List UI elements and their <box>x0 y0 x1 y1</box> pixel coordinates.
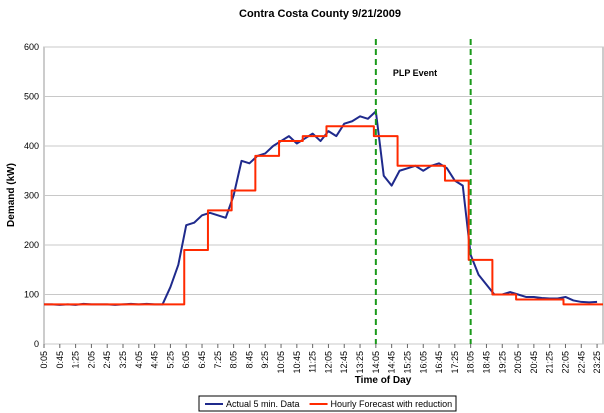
x-tick-label: 16:45 <box>434 351 444 374</box>
x-tick-label: 23:25 <box>592 351 602 374</box>
x-tick-label: 17:25 <box>450 351 460 374</box>
x-tick-label: 14:45 <box>387 351 397 374</box>
y-tick-label: 500 <box>24 92 39 102</box>
x-tick-label: 16:05 <box>418 351 428 374</box>
x-tick-label: 22:45 <box>576 351 586 374</box>
x-tick-label: 18:05 <box>466 351 476 374</box>
x-tick-label: 5:25 <box>165 351 175 369</box>
chart-title: Contra Costa County 9/21/2009 <box>239 8 401 20</box>
x-tick-label: 12:05 <box>323 351 333 374</box>
x-tick-label: 7:25 <box>213 351 223 369</box>
x-tick-label: 4:45 <box>150 351 160 369</box>
y-tick-label: 0 <box>34 339 39 349</box>
x-tick-label: 12:45 <box>339 351 349 374</box>
x-tick-label: 22:05 <box>560 351 570 374</box>
x-tick-label: 6:45 <box>197 351 207 369</box>
y-tick-label: 200 <box>24 240 39 250</box>
x-tick-label: 6:05 <box>181 351 191 369</box>
x-tick-label: 4:05 <box>134 351 144 369</box>
plot-area <box>44 110 603 306</box>
legend-label: Actual 5 min. Data <box>226 399 300 409</box>
x-tick-label: 1:25 <box>71 351 81 369</box>
annotation: PLP Event <box>393 68 437 78</box>
y-tick-label: 100 <box>24 290 39 300</box>
x-tick-label: 19:25 <box>497 351 507 374</box>
x-tick-label: 15:25 <box>402 351 412 374</box>
x-tick-label: 14:05 <box>371 351 381 374</box>
x-tick-label: 10:05 <box>276 351 286 374</box>
x-tick-label: 2:45 <box>102 351 112 369</box>
x-tick-label: 11:25 <box>308 351 318 373</box>
x-tick-label: 18:45 <box>481 351 491 374</box>
x-tick-label: 8:45 <box>244 351 254 369</box>
x-tick-label: 10:45 <box>292 351 302 374</box>
y-axis-title: Demand (kW) <box>6 163 17 227</box>
x-tick-label: 20:05 <box>513 351 523 374</box>
x-tick-label: 8:05 <box>229 351 239 369</box>
x-tick-label: 9:25 <box>260 351 270 369</box>
x-tick-label: 3:25 <box>118 351 128 369</box>
legend-label: Hourly Forecast with reduction <box>331 399 453 409</box>
y-tick-label: 300 <box>24 191 39 201</box>
y-tick-label: 600 <box>24 42 39 52</box>
x-axis-title: Time of Day <box>355 375 412 386</box>
x-tick-label: 0:05 <box>39 351 49 369</box>
x-tick-label: 13:25 <box>355 351 365 374</box>
x-tick-label: 0:45 <box>55 351 65 369</box>
series-line <box>44 110 598 306</box>
y-tick-label: 400 <box>24 141 39 151</box>
series-line <box>44 125 603 306</box>
x-tick-label: 2:05 <box>86 351 96 369</box>
x-tick-label: 20:45 <box>529 351 539 374</box>
x-tick-label: 21:25 <box>545 351 555 374</box>
